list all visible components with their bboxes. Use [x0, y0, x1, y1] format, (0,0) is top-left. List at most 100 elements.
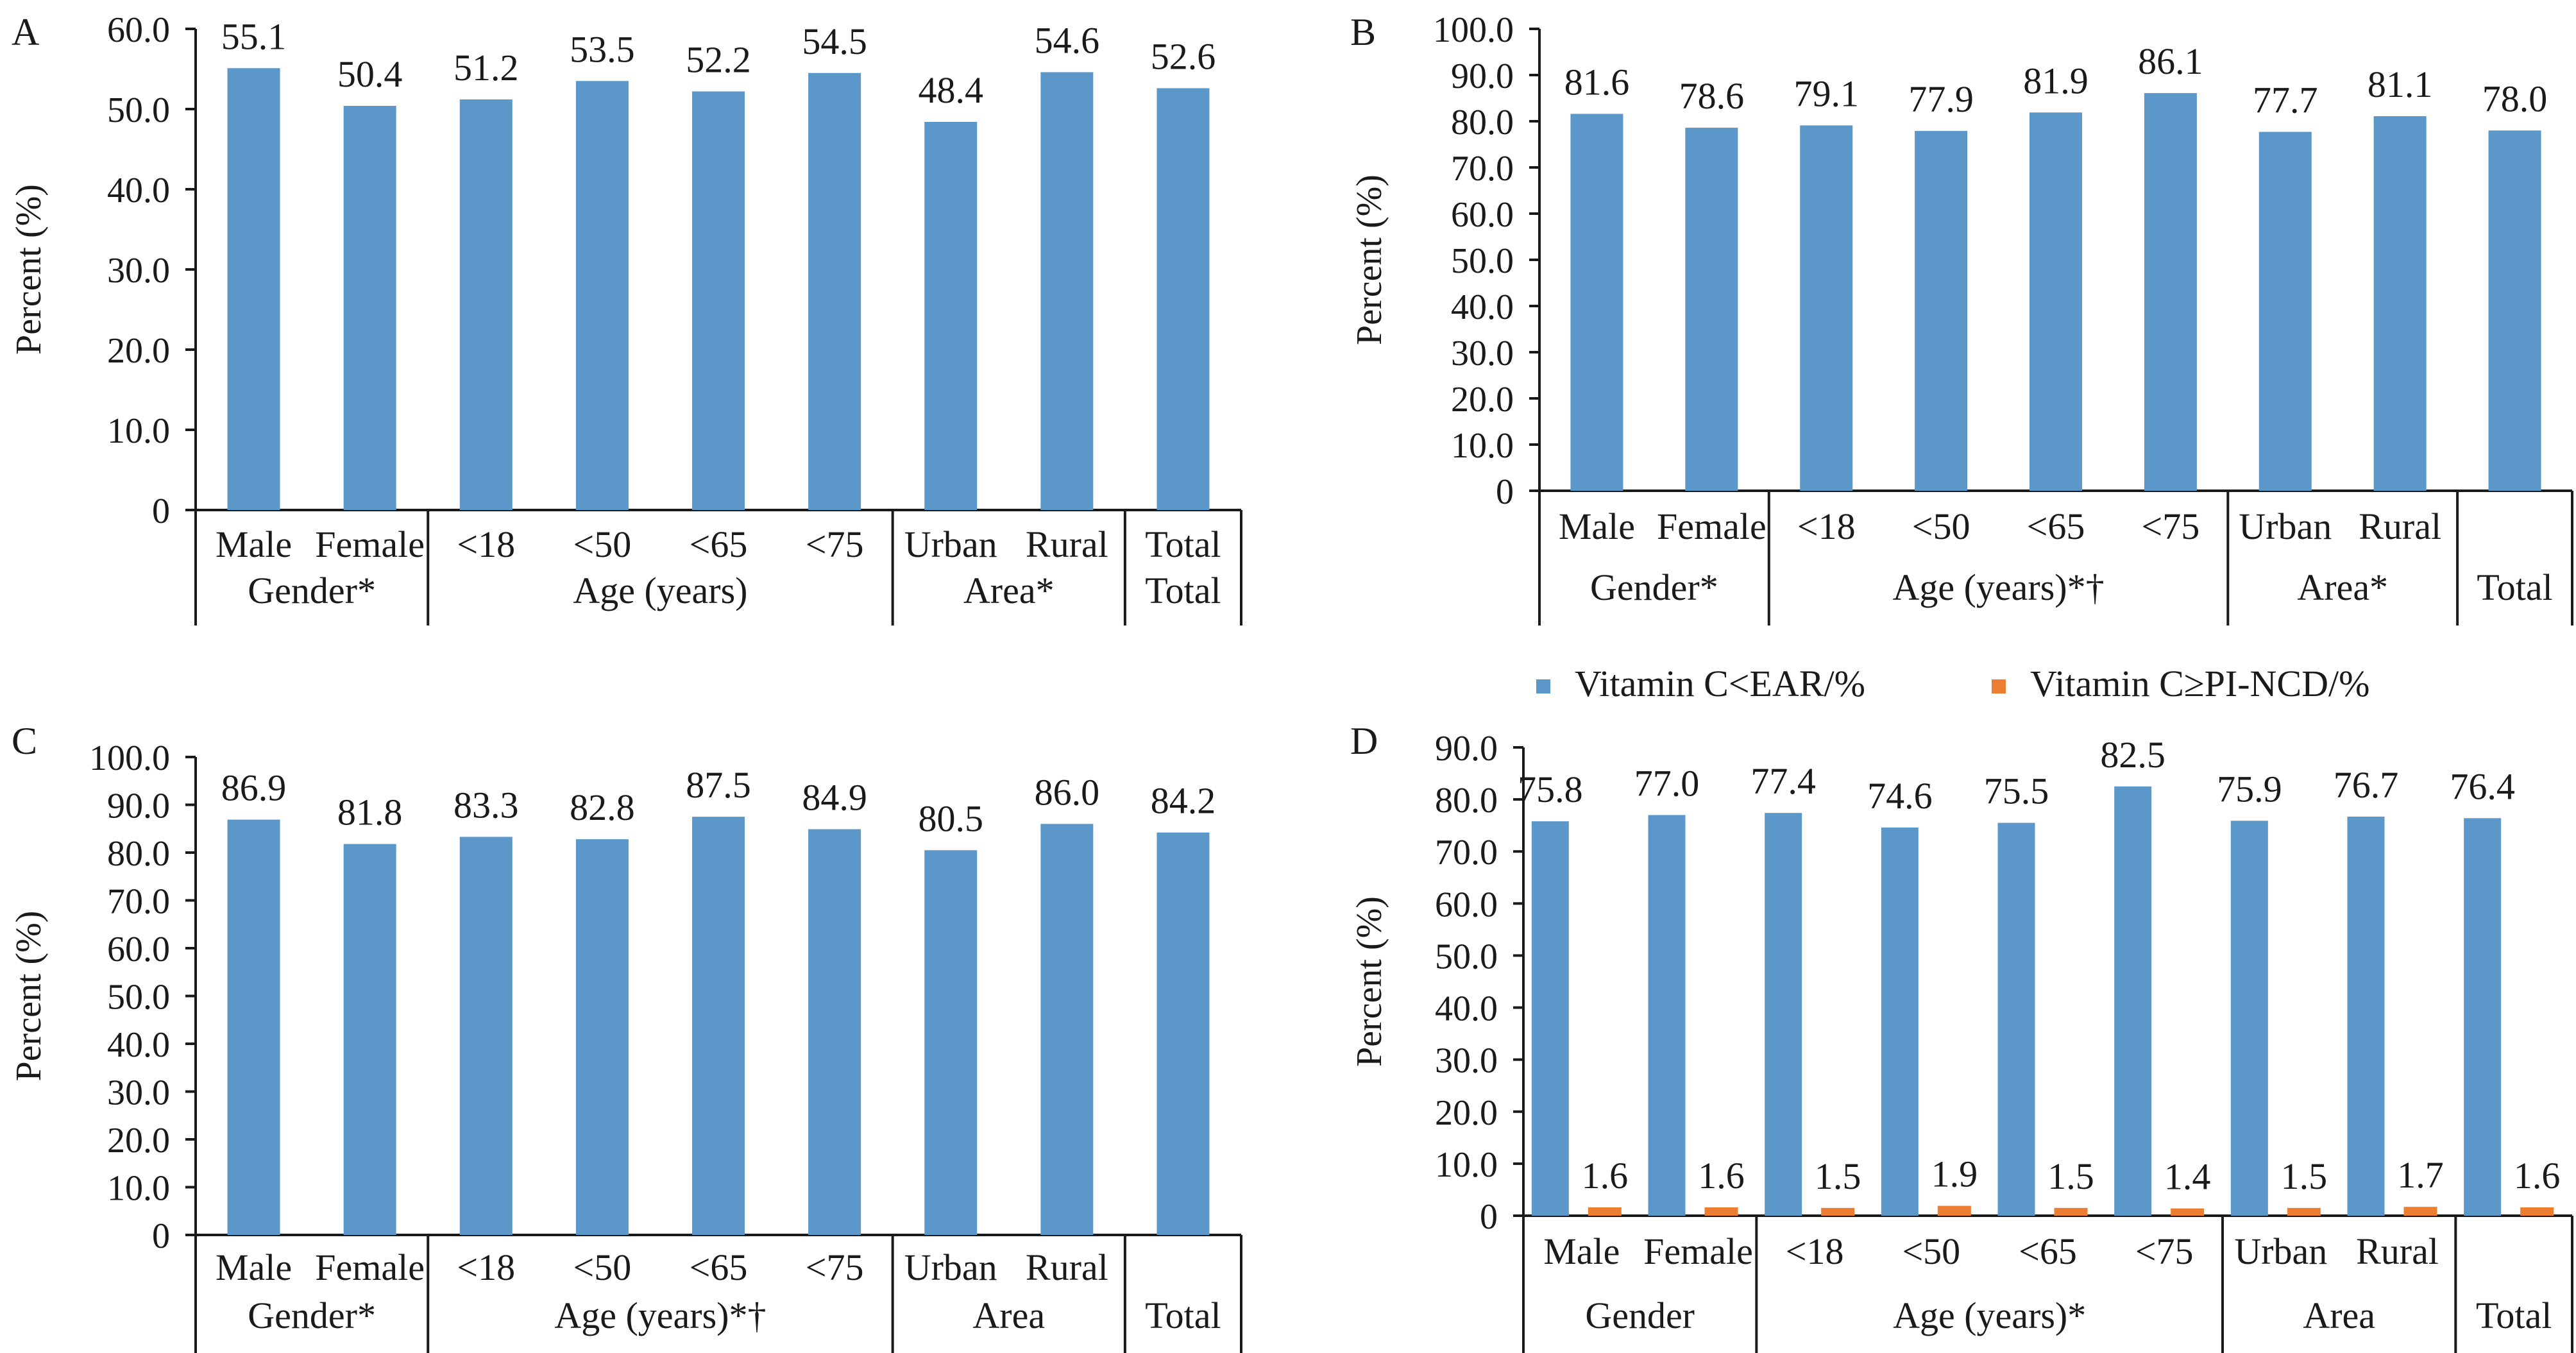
y-tick-label: 10.0	[107, 411, 170, 451]
y-tick-label: 40.0	[1451, 287, 1514, 327]
bar	[2520, 1207, 2554, 1216]
bar	[1040, 824, 1094, 1235]
data-label: 86.9	[221, 767, 287, 809]
bar	[459, 837, 513, 1235]
bar	[1937, 1205, 1971, 1216]
category-label: Urban	[904, 523, 997, 565]
data-label: 1.9	[1931, 1153, 1978, 1195]
data-label: 1.5	[2047, 1155, 2094, 1197]
category-label: Rural	[1026, 523, 1108, 565]
bar	[2464, 818, 2502, 1216]
group-label: Age (years)*†	[1892, 566, 2104, 608]
legend: Vitamin C<EAR/% Vitamin C≥PI-NCD/%	[1536, 663, 2369, 704]
data-label: 79.1	[1793, 72, 1859, 114]
group-label: Gender	[1585, 1295, 1695, 1336]
y-axis-label: Percent (%)	[9, 184, 49, 355]
data-label: 1.5	[2281, 1155, 2328, 1197]
data-label: 74.6	[1867, 775, 1933, 817]
data-label: 48.4	[918, 69, 983, 111]
group-label: Area*	[2297, 566, 2388, 608]
category-label: Rural	[2359, 506, 2441, 547]
y-tick-label: 30.0	[1451, 334, 1514, 373]
y-tick-label: 10.0	[107, 1169, 170, 1209]
y-tick-label: 40.0	[1435, 989, 1498, 1029]
category-label: <50	[573, 523, 632, 565]
bar	[2258, 132, 2312, 491]
category-label: <18	[457, 1247, 515, 1288]
panel-label: D	[1350, 720, 1378, 762]
category-label: <65	[2027, 506, 2085, 547]
category-label: Female	[1643, 1230, 1753, 1272]
y-tick-label: 40.0	[107, 1025, 170, 1065]
data-label: 78.6	[1679, 75, 1745, 117]
y-axis-label: Percent (%)	[1350, 896, 1389, 1067]
y-tick-label: 90.0	[107, 787, 170, 826]
bar	[808, 829, 861, 1235]
group-label: Area	[972, 1295, 1045, 1336]
bar	[1704, 1207, 1738, 1216]
data-label: 54.5	[802, 21, 867, 62]
group-label: Gender*	[248, 570, 376, 611]
group-label: Age (years)	[573, 570, 747, 611]
data-label: 84.9	[802, 776, 867, 818]
y-tick-label: 10.0	[1451, 426, 1514, 466]
bar	[1915, 131, 1968, 491]
data-label: 77.7	[2253, 80, 2318, 121]
bar	[1997, 822, 2035, 1216]
data-label: 87.5	[686, 764, 751, 806]
data-label: 86.0	[1035, 771, 1100, 813]
data-label: 76.4	[2450, 765, 2515, 807]
y-tick-label: 30.0	[107, 251, 170, 291]
legend-swatch	[1992, 679, 2006, 694]
category-label: <18	[457, 523, 515, 565]
chart-panel-c: C Percent (%) 0 10.0 20.0 30.0 40.0 50.0 60.0 70.…	[9, 720, 1242, 1353]
bar	[343, 106, 396, 510]
data-label: 81.1	[2368, 64, 2433, 105]
category-label: <75	[806, 523, 864, 565]
data-label: 50.4	[337, 53, 403, 95]
y-tick-label: 10.0	[1435, 1145, 1498, 1185]
bar	[227, 68, 280, 510]
category-label: Female	[1657, 506, 1767, 547]
category-label: <75	[2135, 1230, 2194, 1272]
y-tick-label: 40.0	[107, 171, 170, 210]
bar	[2373, 116, 2427, 491]
category-label: Urban	[2234, 1230, 2327, 1272]
data-label: 1.6	[1582, 1155, 1629, 1196]
category-label: <75	[806, 1247, 864, 1288]
y-tick-label: 20.0	[107, 1121, 170, 1161]
category-label: Male	[216, 523, 292, 565]
chart-panel-d: D Percent (%) 0 10.0 20.0 30.0 40.0 50.0 60.0 70.…	[1350, 663, 2573, 1353]
group-label: Gender*	[248, 1295, 376, 1336]
y-tick-label: 30.0	[107, 1073, 170, 1113]
data-label: 82.5	[2100, 734, 2165, 776]
y-tick-label: 80.0	[1451, 103, 1514, 142]
chart-panel-a: A Percent (%) 0 10.0 20.0 30.0 40.0 50.0 60.0 55.…	[9, 10, 1242, 625]
group-label: Total	[2476, 1295, 2552, 1336]
bar	[1821, 1207, 1855, 1216]
data-label: 77.4	[1750, 760, 1816, 802]
data-label: 52.6	[1151, 36, 1216, 78]
bar	[1588, 1207, 1622, 1216]
bar	[1157, 832, 1210, 1235]
data-label: 77.0	[1634, 762, 1700, 804]
data-label: 78.0	[2482, 78, 2548, 119]
y-tick-label: 70.0	[107, 882, 170, 922]
y-tick-label: 50.0	[1451, 241, 1514, 281]
bar	[692, 91, 745, 510]
category-label: <50	[1902, 1230, 1960, 1272]
category-label: Total	[1145, 523, 1221, 565]
data-label: 1.5	[1815, 1155, 1861, 1197]
data-label: 75.9	[2217, 768, 2282, 810]
y-tick-label: 0	[152, 491, 170, 531]
y-axis-label: Percent (%)	[9, 911, 49, 1082]
panel-label: B	[1350, 11, 1376, 53]
group-label: Total	[2477, 566, 2552, 608]
chart-panel-b: B Percent (%) 0 10.0 20.0 30.0 40.0 50.0 60.0 70.…	[1350, 10, 2573, 625]
data-label: 55.1	[221, 15, 287, 57]
group-label: Area	[2303, 1295, 2375, 1336]
panel-label: C	[12, 720, 37, 762]
bar	[1685, 128, 1738, 491]
bar	[924, 122, 978, 510]
bar	[459, 99, 513, 510]
